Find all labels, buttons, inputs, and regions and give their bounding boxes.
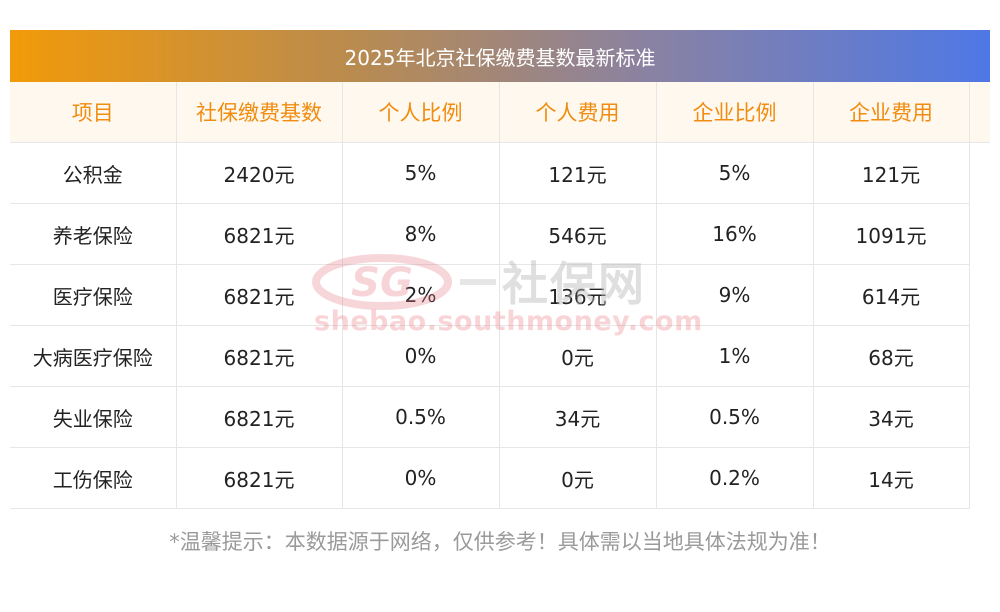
cell-base: 2420元 [176,142,343,204]
header-company-rate: 企业比例 [656,82,814,143]
cell-personal-rate: 5% [342,142,500,204]
row-spacer [969,142,990,204]
header-item: 项目 [10,82,177,143]
rates-table: 项目 社保缴费基数 个人比例 个人费用 企业比例 企业费用 公积金 2420元 … [10,82,990,509]
cell-company-fee: 614元 [813,264,970,326]
cell-personal-fee: 546元 [499,203,657,265]
cell-item: 工伤保险 [10,447,177,509]
table-row: 工伤保险 6821元 0% 0元 0.2% 14元 [10,447,990,509]
header-personal-rate: 个人比例 [342,82,500,143]
cell-company-rate: 16% [656,203,814,265]
cell-company-rate: 9% [656,264,814,326]
cell-company-fee: 34元 [813,386,970,448]
row-spacer [969,386,990,448]
cell-personal-rate: 2% [342,264,500,326]
cell-personal-rate: 8% [342,203,500,265]
cell-base: 6821元 [176,447,343,509]
header-personal-fee: 个人费用 [499,82,657,143]
cell-company-rate: 0.2% [656,447,814,509]
cell-company-rate: 1% [656,325,814,387]
cell-personal-rate: 0.5% [342,386,500,448]
cell-base: 6821元 [176,264,343,326]
cell-personal-rate: 0% [342,447,500,509]
cell-personal-fee: 121元 [499,142,657,204]
cell-personal-rate: 0% [342,325,500,387]
table-row: 养老保险 6821元 8% 546元 16% 1091元 [10,203,990,265]
cell-company-fee: 121元 [813,142,970,204]
cell-company-rate: 0.5% [656,386,814,448]
table-row: 公积金 2420元 5% 121元 5% 121元 [10,142,990,204]
cell-item: 大病医疗保险 [10,325,177,387]
rates-table-wrapper: 项目 社保缴费基数 个人比例 个人费用 企业比例 企业费用 公积金 2420元 … [10,82,990,509]
row-spacer [969,447,990,509]
cell-item: 医疗保险 [10,264,177,326]
table-row: 失业保险 6821元 0.5% 34元 0.5% 34元 [10,386,990,448]
cell-base: 6821元 [176,325,343,387]
cell-company-fee: 68元 [813,325,970,387]
table-row: 医疗保险 6821元 2% 136元 9% 614元 [10,264,990,326]
cell-item: 公积金 [10,142,177,204]
table-header-row: 项目 社保缴费基数 个人比例 个人费用 企业比例 企业费用 [10,82,990,143]
cell-personal-fee: 0元 [499,447,657,509]
cell-personal-fee: 0元 [499,325,657,387]
cell-item: 失业保险 [10,386,177,448]
header-company-fee: 企业费用 [813,82,970,143]
cell-personal-fee: 34元 [499,386,657,448]
header-base: 社保缴费基数 [176,82,343,143]
row-spacer [969,203,990,265]
footnote: *温馨提示：本数据源于网络，仅供参考！具体需以当地具体法规为准！ [169,530,831,554]
row-spacer [969,325,990,387]
cell-base: 6821元 [176,386,343,448]
header-spacer [969,82,990,143]
table-title: 2025年北京社保缴费基数最新标准 [344,45,656,70]
cell-company-fee: 1091元 [813,203,970,265]
cell-company-rate: 5% [656,142,814,204]
row-spacer [969,264,990,326]
cell-base: 6821元 [176,203,343,265]
table-title-bar: 2025年北京社保缴费基数最新标准 [10,30,990,82]
cell-personal-fee: 136元 [499,264,657,326]
cell-item: 养老保险 [10,203,177,265]
table-row: 大病医疗保险 6821元 0% 0元 1% 68元 [10,325,990,387]
cell-company-fee: 14元 [813,447,970,509]
